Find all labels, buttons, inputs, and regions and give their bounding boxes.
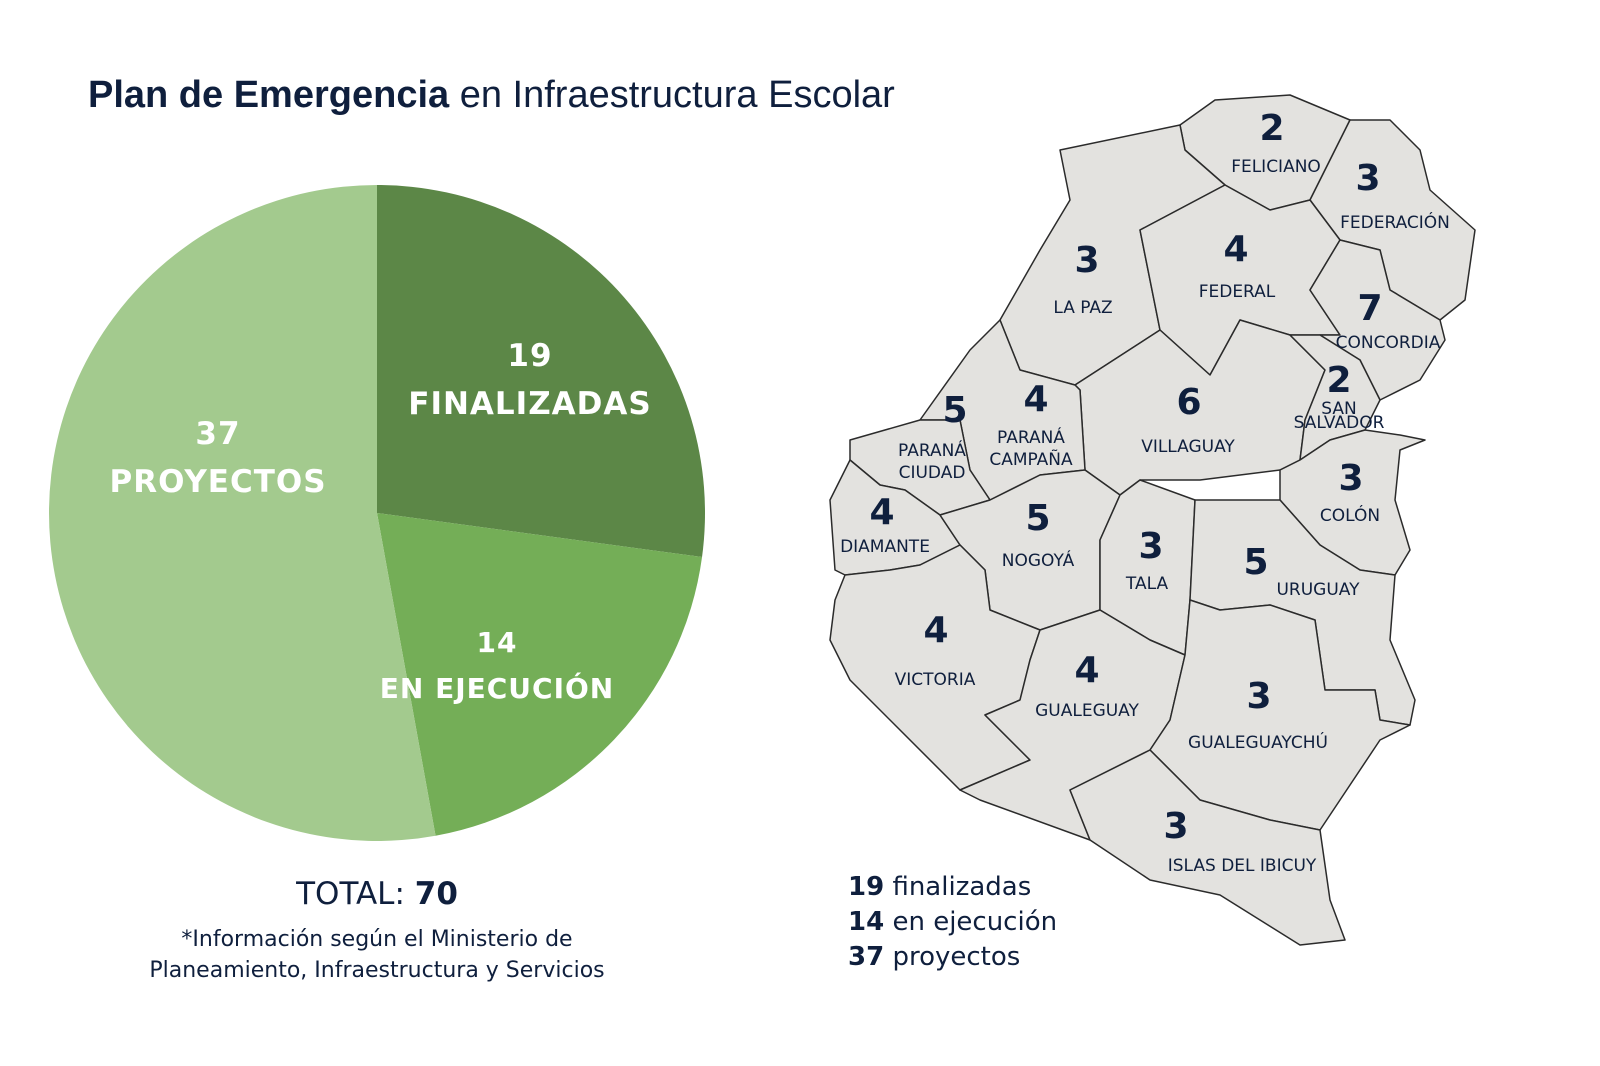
department-count: 4 xyxy=(869,492,894,533)
department-name: CAMPAÑA xyxy=(989,448,1073,470)
department-shape xyxy=(1309,239,1446,401)
legend-text: proyectos xyxy=(892,942,1021,972)
pie-chart xyxy=(48,185,705,841)
department-count: 2 xyxy=(1326,360,1351,401)
department-name: SALVADOR xyxy=(1294,413,1385,433)
department-count: 3 xyxy=(1074,240,1099,281)
department-count: 3 xyxy=(1163,806,1188,847)
slice-value: 37 xyxy=(195,416,241,452)
department-islas-del-ibicuy xyxy=(1069,749,1346,946)
department-count: 4 xyxy=(1023,379,1048,420)
department-count: 4 xyxy=(1074,650,1099,691)
department-count: 5 xyxy=(1243,542,1268,583)
total-label: TOTAL: xyxy=(296,876,405,912)
total-value: 70 xyxy=(414,876,458,912)
legend-value: 37 xyxy=(848,942,885,972)
slice-value: 14 xyxy=(476,626,518,659)
source-note: *Información según el Ministerio de Plan… xyxy=(149,924,604,986)
department-name: SAN xyxy=(1321,399,1356,419)
pie-label-proyectos: 37 PROYECTOS xyxy=(109,410,326,506)
legend-text: finalizadas xyxy=(892,872,1032,902)
legend-item: 37 proyectos xyxy=(848,940,1057,975)
department-count: 5 xyxy=(1025,498,1050,539)
slice-value: 19 xyxy=(507,338,553,374)
department-name: CONCORDIA xyxy=(1336,333,1441,353)
department-name: DIAMANTE xyxy=(840,537,930,557)
department-count: 3 xyxy=(1246,676,1271,717)
pie-slice-finalizadas xyxy=(377,185,705,558)
department-name: COLÓN xyxy=(1320,504,1380,526)
note-line: *Información según el Ministerio de xyxy=(181,927,573,952)
department-count: 5 xyxy=(942,390,967,431)
department-name: LA PAZ xyxy=(1053,298,1112,318)
pie-slice-en-ejecucion xyxy=(377,513,703,836)
title-regular: en Infraestructura Escolar xyxy=(459,74,895,116)
legend-value: 19 xyxy=(848,872,885,902)
slice-label: PROYECTOS xyxy=(109,464,327,500)
department-gualeguay xyxy=(959,609,1186,841)
department-name: URUGUAY xyxy=(1276,580,1360,600)
department-shape xyxy=(1069,749,1346,946)
department-name: GUALEGUAY xyxy=(1035,701,1139,721)
department-name: CIUDAD xyxy=(899,463,966,483)
department-count: 6 xyxy=(1176,382,1201,423)
pie-slice-proyectos xyxy=(48,185,436,841)
department-name: PARANÁ xyxy=(898,439,966,461)
department-name: VILLAGUAY xyxy=(1141,437,1235,457)
legend-value: 14 xyxy=(848,907,885,937)
department-count: 2 xyxy=(1259,108,1284,149)
department-name: NOGOYÁ xyxy=(1002,549,1075,571)
department-name: VICTORIA xyxy=(895,670,976,690)
legend-item: 14 en ejecución xyxy=(848,905,1057,940)
title-bold: Plan de Emergencia xyxy=(88,74,450,116)
department-name: FEDERAL xyxy=(1199,282,1276,302)
department-name: FELICIANO xyxy=(1231,157,1321,177)
department-count: 3 xyxy=(1338,458,1363,499)
department-name: FEDERACIÓN xyxy=(1340,211,1450,233)
slice-label: FINALIZADAS xyxy=(408,386,652,422)
slice-label: EN EJECUCIÓN xyxy=(379,672,615,705)
department-name: PARANÁ xyxy=(997,426,1065,448)
department-concordia xyxy=(1309,239,1446,401)
department-shape xyxy=(959,609,1186,841)
department-name: GUALEGUAYCHÚ xyxy=(1188,731,1328,753)
legend-text: en ejecución xyxy=(892,907,1058,937)
department-name: ISLAS DEL IBICUY xyxy=(1168,856,1317,876)
total: TOTAL: 70 xyxy=(296,876,458,912)
page-title: Plan de Emergencia en Infraestructura Es… xyxy=(88,74,895,117)
department-count: 3 xyxy=(1355,158,1380,199)
department-name: TALA xyxy=(1125,574,1169,594)
department-count: 3 xyxy=(1138,526,1163,567)
map-legend: 19 finalizadas 14 en ejecución 37 proyec… xyxy=(848,870,1057,975)
department-count: 7 xyxy=(1357,288,1382,329)
legend-item: 19 finalizadas xyxy=(848,870,1057,905)
department-count: 4 xyxy=(923,610,948,651)
note-line: Planeamiento, Infraestructura y Servicio… xyxy=(149,958,605,983)
pie-label-en-ejecucion: 14 EN EJECUCIÓN xyxy=(380,620,614,712)
department-count: 4 xyxy=(1223,229,1248,270)
pie-label-finalizadas: 19 FINALIZADAS xyxy=(408,332,651,428)
